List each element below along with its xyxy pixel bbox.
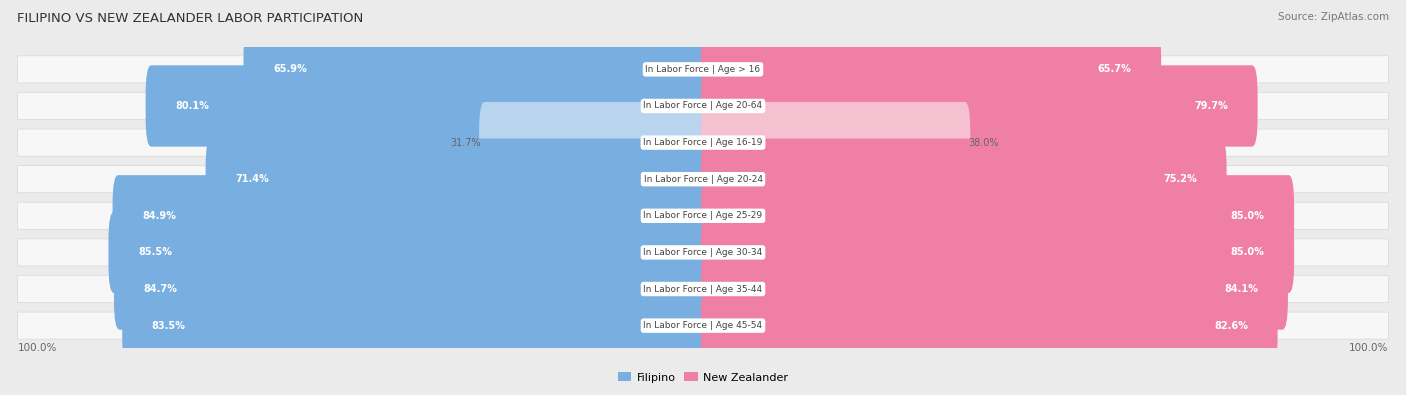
- Text: 65.7%: 65.7%: [1098, 64, 1132, 74]
- Text: In Labor Force | Age 20-24: In Labor Force | Age 20-24: [644, 175, 762, 184]
- Text: FILIPINO VS NEW ZEALANDER LABOR PARTICIPATION: FILIPINO VS NEW ZEALANDER LABOR PARTICIP…: [17, 12, 363, 25]
- FancyBboxPatch shape: [17, 239, 1389, 266]
- Text: In Labor Force | Age 30-34: In Labor Force | Age 30-34: [644, 248, 762, 257]
- Text: 84.1%: 84.1%: [1225, 284, 1258, 294]
- FancyBboxPatch shape: [17, 129, 1389, 156]
- FancyBboxPatch shape: [17, 202, 1389, 229]
- FancyBboxPatch shape: [702, 248, 1288, 330]
- FancyBboxPatch shape: [114, 248, 704, 330]
- Text: 100.0%: 100.0%: [17, 342, 56, 353]
- Text: 84.7%: 84.7%: [143, 284, 177, 294]
- FancyBboxPatch shape: [479, 102, 704, 183]
- FancyBboxPatch shape: [702, 212, 1294, 293]
- Text: 79.7%: 79.7%: [1194, 101, 1227, 111]
- FancyBboxPatch shape: [702, 175, 1294, 256]
- FancyBboxPatch shape: [17, 275, 1389, 303]
- FancyBboxPatch shape: [702, 139, 1226, 220]
- FancyBboxPatch shape: [17, 312, 1389, 339]
- Text: 85.0%: 85.0%: [1230, 211, 1264, 221]
- Text: In Labor Force | Age 25-29: In Labor Force | Age 25-29: [644, 211, 762, 220]
- Text: 85.5%: 85.5%: [138, 247, 172, 258]
- Text: In Labor Force | Age > 16: In Labor Force | Age > 16: [645, 65, 761, 74]
- Text: 80.1%: 80.1%: [176, 101, 209, 111]
- FancyBboxPatch shape: [122, 285, 704, 366]
- Text: 65.9%: 65.9%: [273, 64, 307, 74]
- Text: In Labor Force | Age 20-64: In Labor Force | Age 20-64: [644, 102, 762, 111]
- Text: 75.2%: 75.2%: [1163, 174, 1197, 184]
- FancyBboxPatch shape: [205, 139, 704, 220]
- FancyBboxPatch shape: [702, 65, 1257, 147]
- FancyBboxPatch shape: [108, 212, 704, 293]
- FancyBboxPatch shape: [112, 175, 704, 256]
- FancyBboxPatch shape: [17, 92, 1389, 120]
- FancyBboxPatch shape: [702, 102, 970, 183]
- Text: In Labor Force | Age 16-19: In Labor Force | Age 16-19: [644, 138, 762, 147]
- Text: 71.4%: 71.4%: [235, 174, 269, 184]
- Legend: Filipino, New Zealander: Filipino, New Zealander: [613, 368, 793, 387]
- FancyBboxPatch shape: [702, 285, 1278, 366]
- Text: Source: ZipAtlas.com: Source: ZipAtlas.com: [1278, 12, 1389, 22]
- Text: 31.7%: 31.7%: [450, 137, 481, 148]
- FancyBboxPatch shape: [146, 65, 704, 147]
- FancyBboxPatch shape: [17, 166, 1389, 193]
- FancyBboxPatch shape: [17, 56, 1389, 83]
- Text: 100.0%: 100.0%: [1350, 342, 1389, 353]
- Text: 84.9%: 84.9%: [142, 211, 176, 221]
- Text: 85.0%: 85.0%: [1230, 247, 1264, 258]
- Text: In Labor Force | Age 45-54: In Labor Force | Age 45-54: [644, 321, 762, 330]
- Text: 38.0%: 38.0%: [969, 137, 998, 148]
- Text: 82.6%: 82.6%: [1213, 321, 1249, 331]
- Text: 83.5%: 83.5%: [152, 321, 186, 331]
- FancyBboxPatch shape: [243, 29, 704, 110]
- FancyBboxPatch shape: [702, 29, 1161, 110]
- Text: In Labor Force | Age 35-44: In Labor Force | Age 35-44: [644, 284, 762, 293]
